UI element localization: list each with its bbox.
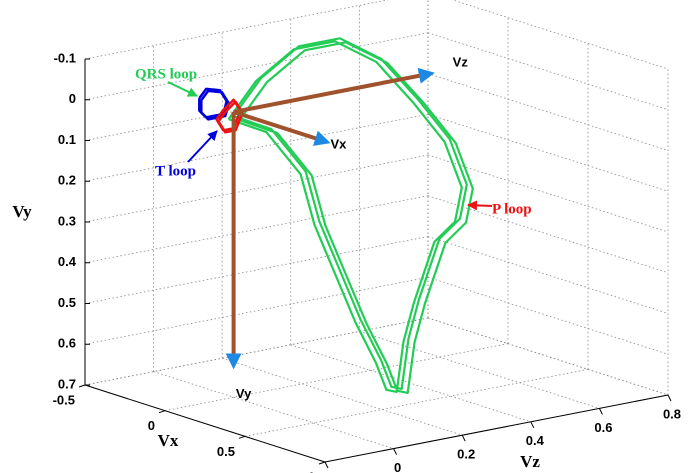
z-tick-label: 0.8	[663, 406, 681, 421]
y-tick-label: -0.1	[54, 50, 76, 65]
grid-line	[84, 0, 390, 60]
tick-mark	[324, 461, 329, 469]
grid-line	[84, 154, 429, 223]
grid-line	[427, 32, 669, 111]
grid-line	[359, 331, 600, 409]
arrow-label: Vz	[453, 55, 469, 70]
tick-mark	[318, 461, 326, 465]
tick-mark	[158, 410, 166, 414]
annotation-arrow	[187, 130, 218, 163]
axes: -0.100.10.20.30.40.50.60.7-0.500.51-0.20…	[53, 50, 681, 473]
tick-mark	[667, 394, 672, 402]
loop-line	[238, 41, 474, 394]
y-tick-label: 0.7	[58, 376, 76, 391]
tick-mark	[393, 448, 398, 455]
y-tick-label: 0.5	[58, 295, 76, 310]
annotation-arrow	[467, 200, 493, 211]
grid-line	[244, 368, 589, 437]
grid-line	[153, 371, 394, 449]
y-axis-label: Vy	[12, 202, 32, 221]
grid-line	[427, 236, 669, 314]
axis-arrow	[233, 67, 435, 114]
x-tick-label: 1	[308, 469, 315, 473]
tick-mark	[238, 435, 246, 439]
tick-mark	[530, 421, 535, 429]
tick-mark	[78, 384, 86, 388]
x-axis-label: Vx	[158, 431, 179, 450]
loop-label: T loop	[155, 163, 196, 179]
y-tick-label: 0.2	[58, 173, 76, 188]
z-tick-label: 0.6	[594, 420, 612, 435]
x-axis-line	[84, 384, 326, 463]
y-tick-label: 0	[69, 91, 76, 106]
grid-line	[222, 357, 463, 436]
z-tick-label: 0.2	[457, 447, 475, 462]
plot-area: Vz Vx Vy	[198, 37, 474, 401]
y-tick-label: 0.3	[58, 213, 76, 228]
grid-line	[84, 195, 429, 264]
arrow-label: Vx	[330, 137, 347, 152]
z-axis-label: Vz	[520, 452, 540, 471]
loop-line	[227, 40, 463, 393]
z-tick-label: 0.4	[526, 433, 545, 448]
grid-line	[164, 343, 509, 412]
grid-line	[84, 276, 429, 345]
y-tick-label: 0.6	[58, 336, 76, 351]
axis-arrow	[232, 110, 331, 146]
x-tick-label: 0	[148, 418, 155, 433]
y-tick-label: 0.4	[58, 254, 77, 269]
grid-line	[290, 344, 531, 423]
grid-line	[427, 276, 669, 355]
loop-label: QRS loop	[135, 66, 197, 82]
loop-label: P loop	[492, 201, 532, 217]
grid-line	[427, 317, 669, 396]
annotation-arrow	[167, 81, 198, 97]
x-tick-label: -0.5	[53, 392, 75, 407]
tick-mark	[598, 408, 603, 415]
grid-line	[84, 236, 429, 304]
arrow-label: Vy	[236, 386, 252, 401]
grid-line	[427, 73, 669, 151]
z-tick-label: 0	[394, 460, 401, 473]
y-tick-label: 0.1	[58, 132, 76, 147]
grid-line	[427, 317, 669, 396]
tick-mark	[461, 434, 466, 442]
x-tick-label: 0.5	[217, 444, 235, 459]
grid-line	[427, 195, 669, 274]
z-axis-line	[324, 394, 669, 463]
